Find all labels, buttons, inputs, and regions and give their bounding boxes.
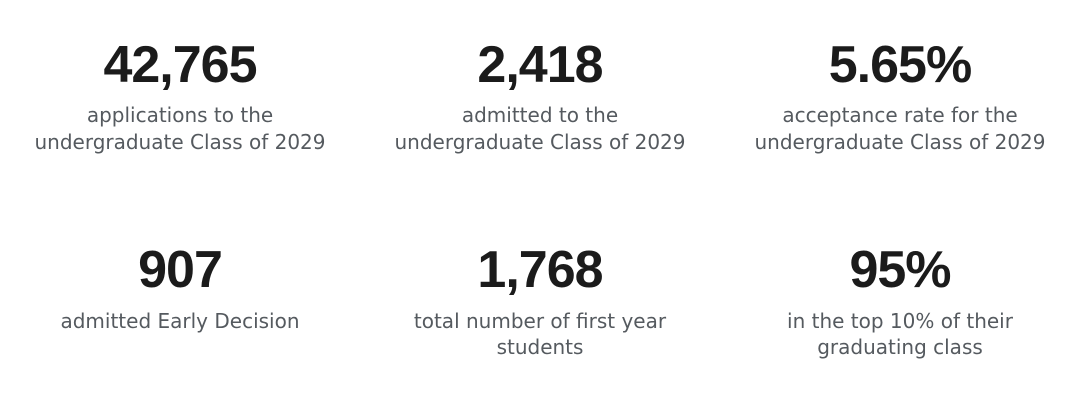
stat-early-decision: 907 admitted Early Decision <box>0 239 360 360</box>
stat-value: 907 <box>138 241 223 300</box>
stat-first-year-total: 1,768 total number of first year student… <box>360 239 720 360</box>
stat-applications: 42,765 applications to the undergraduate… <box>0 34 360 155</box>
stat-value: 5.65% <box>828 36 972 94</box>
stat-value: 42,765 <box>103 36 257 94</box>
stat-label: total number of first year students <box>413 308 667 359</box>
stats-grid: 42,765 applications to the undergraduate… <box>0 34 1080 360</box>
stat-admitted: 2,418 admitted to the undergraduate Clas… <box>360 34 720 155</box>
stat-acceptance-rate: 5.65% acceptance rate for the undergradu… <box>720 34 1080 155</box>
stat-label: admitted Early Decision <box>60 308 300 333</box>
stat-label: in the top 10% of their graduating class <box>787 308 1013 359</box>
stat-value: 2,418 <box>477 36 603 94</box>
stat-label: acceptance rate for the undergraduate Cl… <box>754 103 1046 154</box>
stat-top-ten-percent: 95% in the top 10% of their graduating c… <box>720 239 1080 360</box>
stat-label: admitted to the undergraduate Class of 2… <box>394 103 686 154</box>
stat-label: applications to the undergraduate Class … <box>34 103 326 154</box>
stat-value: 1,768 <box>477 241 603 300</box>
stat-value: 95% <box>849 241 951 300</box>
